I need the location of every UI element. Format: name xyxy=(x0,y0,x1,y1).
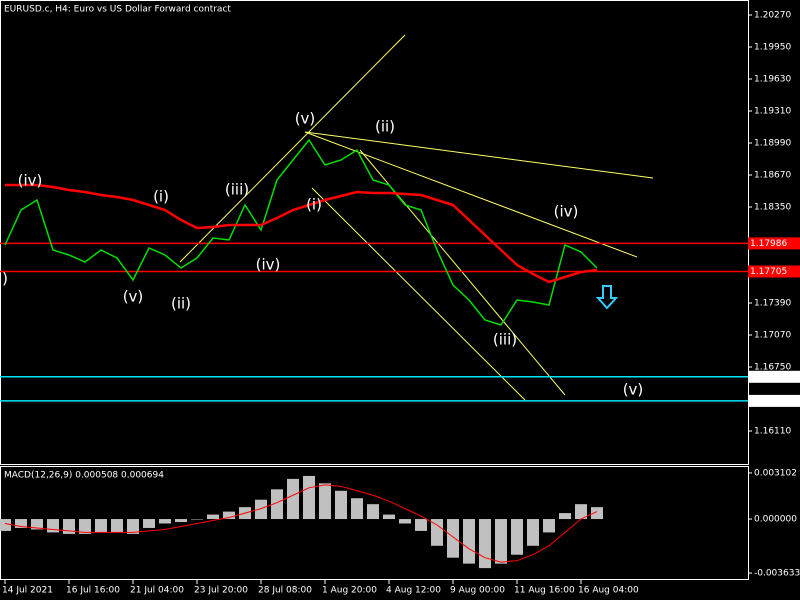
main-frame xyxy=(0,0,749,465)
y-tick-label: 1.17390 xyxy=(754,299,791,309)
x-tick-label: 14 Jul 2021 xyxy=(2,586,53,596)
wave-label: (iv) xyxy=(256,256,281,274)
macd-bar xyxy=(319,483,331,520)
macd-bar xyxy=(111,519,123,533)
price-level-tag xyxy=(748,237,800,250)
macd-bar xyxy=(511,519,523,555)
wave-label: (iii) xyxy=(225,181,249,199)
macd-bar xyxy=(271,489,283,520)
price-level-tag xyxy=(748,394,800,407)
macd-bar xyxy=(143,519,155,528)
wave-label: (iii) xyxy=(493,331,517,349)
macd-bar xyxy=(31,519,43,530)
wave-label: (i) xyxy=(153,188,169,206)
y-tick-label: 1.17070 xyxy=(754,331,791,341)
x-tick-label: 21 Jul 04:00 xyxy=(130,586,184,596)
wave-label: (ii) xyxy=(375,118,395,136)
wave-label: (i) xyxy=(306,196,322,214)
x-tick-label: 16 Jul 16:00 xyxy=(66,586,120,596)
macd-bar xyxy=(543,519,555,533)
price-level-label: 1.17705 xyxy=(750,267,787,277)
y-tick-label: 1.19630 xyxy=(754,75,791,85)
trend-line xyxy=(179,34,406,263)
price-level-tag xyxy=(748,370,800,383)
x-tick-label: 28 Jul 08:00 xyxy=(258,586,312,596)
trend-lines xyxy=(179,34,654,401)
y-tick-label: 1.18350 xyxy=(754,203,791,213)
macd-bar xyxy=(207,514,219,520)
trend-line xyxy=(311,187,526,401)
macd-bar xyxy=(191,519,203,520)
macd-bar xyxy=(15,519,27,528)
wave-label: (iv) xyxy=(18,172,43,190)
price-level-label: 1.16652 xyxy=(750,372,787,382)
wave-label: ) xyxy=(2,270,8,288)
down-arrow xyxy=(595,285,619,310)
x-tick-label: 4 Aug 12:00 xyxy=(386,586,441,596)
x-tick-label: 9 Aug 00:00 xyxy=(450,586,505,596)
macd-bar xyxy=(495,519,507,564)
y-tick-label: 1.16110 xyxy=(754,427,791,437)
macd-bar xyxy=(0,519,11,531)
wave-label: (v) xyxy=(295,110,316,128)
macd-bar xyxy=(591,507,603,520)
y-tick-label: -0.003633 xyxy=(754,569,800,579)
price-level-label: 1.17986 xyxy=(750,239,787,249)
moving-average xyxy=(5,183,598,284)
trend-line xyxy=(304,131,638,258)
trend-line xyxy=(304,131,654,179)
y-tick-label: 1.18670 xyxy=(754,171,791,181)
macd-title: MACD(12,26,9) 0.000508 0.000694 xyxy=(4,471,164,481)
macd-bar xyxy=(79,519,91,534)
x-tick-label: 11 Aug 16:00 xyxy=(514,586,575,596)
macd-bar xyxy=(527,519,539,546)
x-tick-label: 1 Aug 20:00 xyxy=(322,586,377,596)
price-line xyxy=(4,138,598,326)
macd-bar xyxy=(351,498,363,520)
wave-label: (v) xyxy=(623,381,644,399)
macd-bar xyxy=(255,499,267,520)
y-tick-label: 0.003102 xyxy=(754,468,797,478)
macd-bar xyxy=(383,514,395,520)
macd-bar xyxy=(47,519,59,533)
price-level-label: 1.16411 xyxy=(750,396,787,406)
price-level-tag xyxy=(748,265,800,278)
macd-bar xyxy=(463,519,475,564)
macd-bar xyxy=(159,519,171,524)
macd-bar xyxy=(479,519,491,569)
macd-bar xyxy=(127,519,139,534)
y-tick-label: 1.20270 xyxy=(754,11,791,21)
macd-signal xyxy=(4,484,598,563)
macd-bar xyxy=(175,519,187,523)
macd-bar xyxy=(223,511,235,520)
macd-bar xyxy=(399,519,411,524)
y-tick-label: 1.19950 xyxy=(754,43,791,53)
wave-label: (v) xyxy=(123,288,144,306)
macd-bar xyxy=(575,504,587,520)
macd-bar xyxy=(303,475,315,520)
macd-bar xyxy=(415,519,427,531)
macd-bar xyxy=(559,513,571,520)
wave-label: (iv) xyxy=(554,203,579,221)
chart-title: EURUSD.c, H4: Euro vs US Dollar Forward … xyxy=(4,5,231,15)
macd-bar xyxy=(431,519,443,546)
y-tick-label: 1.16750 xyxy=(754,363,791,373)
y-tick-label: 1.18990 xyxy=(754,139,791,149)
macd-bar xyxy=(287,478,299,520)
macd-bar xyxy=(95,519,107,533)
y-tick-label: 0.000000 xyxy=(754,515,797,525)
macd-bar xyxy=(335,490,347,520)
y-tick-label: 1.19310 xyxy=(754,107,791,117)
macd-bar xyxy=(447,519,459,558)
x-tick-label: 23 Jul 20:00 xyxy=(194,586,248,596)
macd-bar xyxy=(367,504,379,520)
wave-label: (ii) xyxy=(171,295,191,313)
x-tick-label: 16 Aug 04:00 xyxy=(578,586,639,596)
